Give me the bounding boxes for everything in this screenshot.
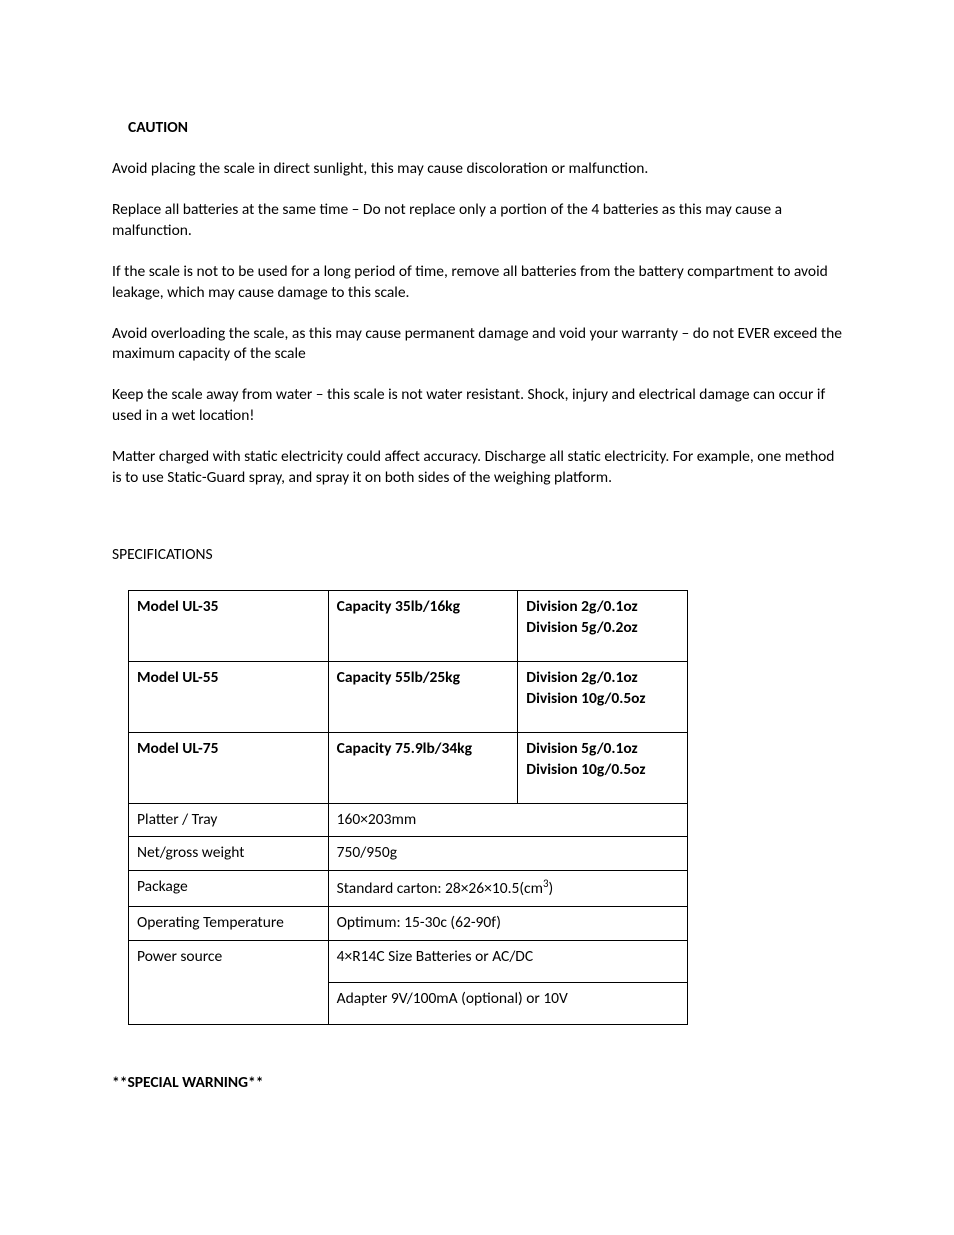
table-row: Model UL-35 Capacity 35lb/16kg Division … xyxy=(129,590,688,661)
package-suffix: ) xyxy=(548,880,553,899)
table-row: Model UL-55 Capacity 55lb/25kg Division … xyxy=(129,661,688,732)
paragraph-1: Avoid placing the scale in direct sunlig… xyxy=(112,159,842,180)
model-cell: Model UL-35 xyxy=(129,590,329,661)
table-row: Package Standard carton: 28×26×10.5(cm3) xyxy=(129,871,688,907)
table-row: Platter / Tray 160×203mm xyxy=(129,803,688,837)
paragraph-5: Keep the scale away from water – this sc… xyxy=(112,385,842,427)
special-warning: **SPECIAL WARNING** xyxy=(112,1073,842,1094)
division-cell: Division 5g/0.1oz Division 10g/0.5oz xyxy=(518,732,688,803)
capacity-cell: Capacity 35lb/16kg xyxy=(328,590,518,661)
table-row: Operating Temperature Optimum: 15-30c (6… xyxy=(129,907,688,941)
specifications-table: Model UL-35 Capacity 35lb/16kg Division … xyxy=(128,590,688,1025)
division-line-2: Division 10g/0.5oz xyxy=(526,689,679,710)
table-row: Model UL-75 Capacity 75.9lb/34kg Divisio… xyxy=(129,732,688,803)
attr-value: Standard carton: 28×26×10.5(cm3) xyxy=(328,871,687,907)
power-label: Power source xyxy=(129,941,329,1025)
attr-value: 160×203mm xyxy=(328,803,687,837)
division-line-1: Division 2g/0.1oz xyxy=(526,597,679,618)
division-cell: Division 2g/0.1oz Division 5g/0.2oz xyxy=(518,590,688,661)
attr-label: Package xyxy=(129,871,329,907)
division-line-2: Division 5g/0.2oz xyxy=(526,618,679,639)
table-row: Power source 4×R14C Size Batteries or AC… xyxy=(129,941,688,983)
power-line-1: 4×R14C Size Batteries or AC/DC xyxy=(328,941,687,983)
paragraph-2: Replace all batteries at the same time –… xyxy=(112,200,842,242)
attr-value: Optimum: 15-30c (62-90f) xyxy=(328,907,687,941)
table-row: Net/gross weight 750/950g xyxy=(129,837,688,871)
division-line-2: Division 10g/0.5oz xyxy=(526,760,679,781)
paragraph-6: Matter charged with static electricity c… xyxy=(112,447,842,489)
attr-label: Net/gross weight xyxy=(129,837,329,871)
attr-label: Platter / Tray xyxy=(129,803,329,837)
capacity-cell: Capacity 75.9lb/34kg xyxy=(328,732,518,803)
paragraph-3: If the scale is not to be used for a lon… xyxy=(112,262,842,304)
division-line-1: Division 5g/0.1oz xyxy=(526,739,679,760)
paragraph-4: Avoid overloading the scale, as this may… xyxy=(112,324,842,366)
caution-heading: CAUTION xyxy=(128,118,842,139)
attr-label: Operating Temperature xyxy=(129,907,329,941)
model-cell: Model UL-75 xyxy=(129,732,329,803)
specifications-heading: SPECIFICATIONS xyxy=(112,545,842,566)
division-cell: Division 2g/0.1oz Division 10g/0.5oz xyxy=(518,661,688,732)
division-line-1: Division 2g/0.1oz xyxy=(526,668,679,689)
capacity-cell: Capacity 55lb/25kg xyxy=(328,661,518,732)
model-cell: Model UL-55 xyxy=(129,661,329,732)
package-text: Standard carton: 28×26×10.5(cm xyxy=(337,880,543,899)
power-line-2: Adapter 9V/100mA (optional) or 10V xyxy=(328,983,687,1025)
attr-value: 750/950g xyxy=(328,837,687,871)
